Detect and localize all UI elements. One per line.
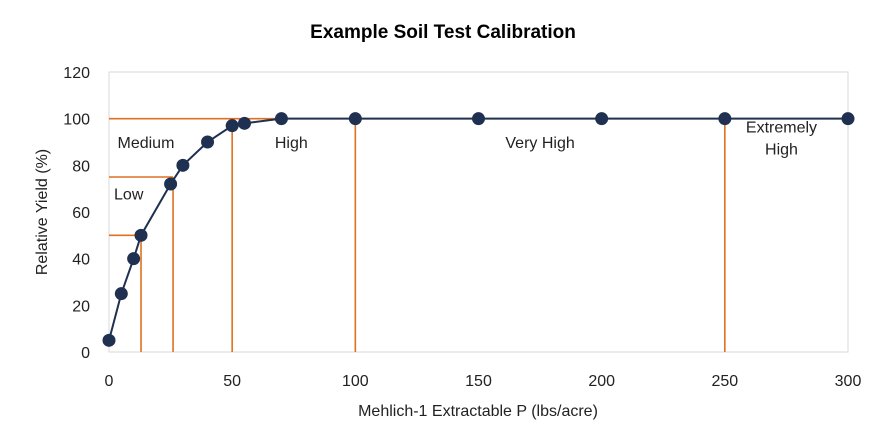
plot-area-border bbox=[108, 71, 849, 353]
y-tick-label: 100 bbox=[63, 112, 90, 129]
x-tick-label: 300 bbox=[835, 373, 862, 390]
data-point bbox=[114, 287, 128, 301]
data-point bbox=[348, 112, 362, 126]
x-axis-label: Mehlich-1 Extractable P (lbs/acre) bbox=[358, 403, 598, 420]
x-tick-label: 100 bbox=[342, 373, 369, 390]
y-axis-label: Relative Yield (%) bbox=[34, 149, 51, 275]
y-tick-label: 120 bbox=[63, 65, 90, 82]
zone-label: Very High bbox=[505, 135, 574, 152]
zone-label: High bbox=[765, 141, 798, 158]
x-tick-label: 0 bbox=[105, 373, 114, 390]
zone-label: High bbox=[275, 135, 308, 152]
data-point bbox=[841, 112, 855, 126]
data-point bbox=[176, 158, 190, 172]
data-series bbox=[102, 112, 855, 347]
series-line bbox=[108, 117, 848, 341]
y-tick-label: 40 bbox=[72, 252, 90, 269]
x-axis-ticks: 0 50 100 150 200 250 300 bbox=[105, 373, 862, 390]
data-point bbox=[274, 112, 288, 126]
threshold-lines bbox=[109, 117, 848, 352]
zone-label: Medium bbox=[117, 135, 174, 152]
data-point bbox=[134, 228, 148, 242]
x-tick-label: 50 bbox=[223, 373, 241, 390]
data-point bbox=[472, 112, 485, 126]
y-tick-label: 20 bbox=[72, 298, 90, 315]
y-tick-label: 60 bbox=[72, 205, 90, 222]
data-point bbox=[102, 333, 116, 347]
zone-label: Low bbox=[114, 186, 144, 203]
zone-label: Extremely bbox=[746, 119, 817, 136]
data-point bbox=[164, 177, 178, 191]
y-tick-label: 80 bbox=[72, 158, 90, 175]
zone-labels: Low Medium High Very High Extremely High bbox=[114, 119, 817, 203]
data-point bbox=[237, 116, 251, 130]
data-point bbox=[201, 135, 215, 149]
chart-title: Example Soil Test Calibration bbox=[310, 22, 576, 43]
y-tick-label: 0 bbox=[81, 345, 90, 362]
x-tick-label: 200 bbox=[588, 373, 615, 390]
data-point bbox=[225, 119, 239, 133]
x-tick-label: 250 bbox=[711, 373, 738, 390]
y-axis-ticks: 0 20 40 60 80 100 120 bbox=[63, 65, 90, 362]
data-point bbox=[127, 252, 141, 266]
data-point bbox=[718, 112, 732, 126]
data-point bbox=[595, 112, 609, 126]
x-tick-label: 150 bbox=[465, 373, 492, 390]
